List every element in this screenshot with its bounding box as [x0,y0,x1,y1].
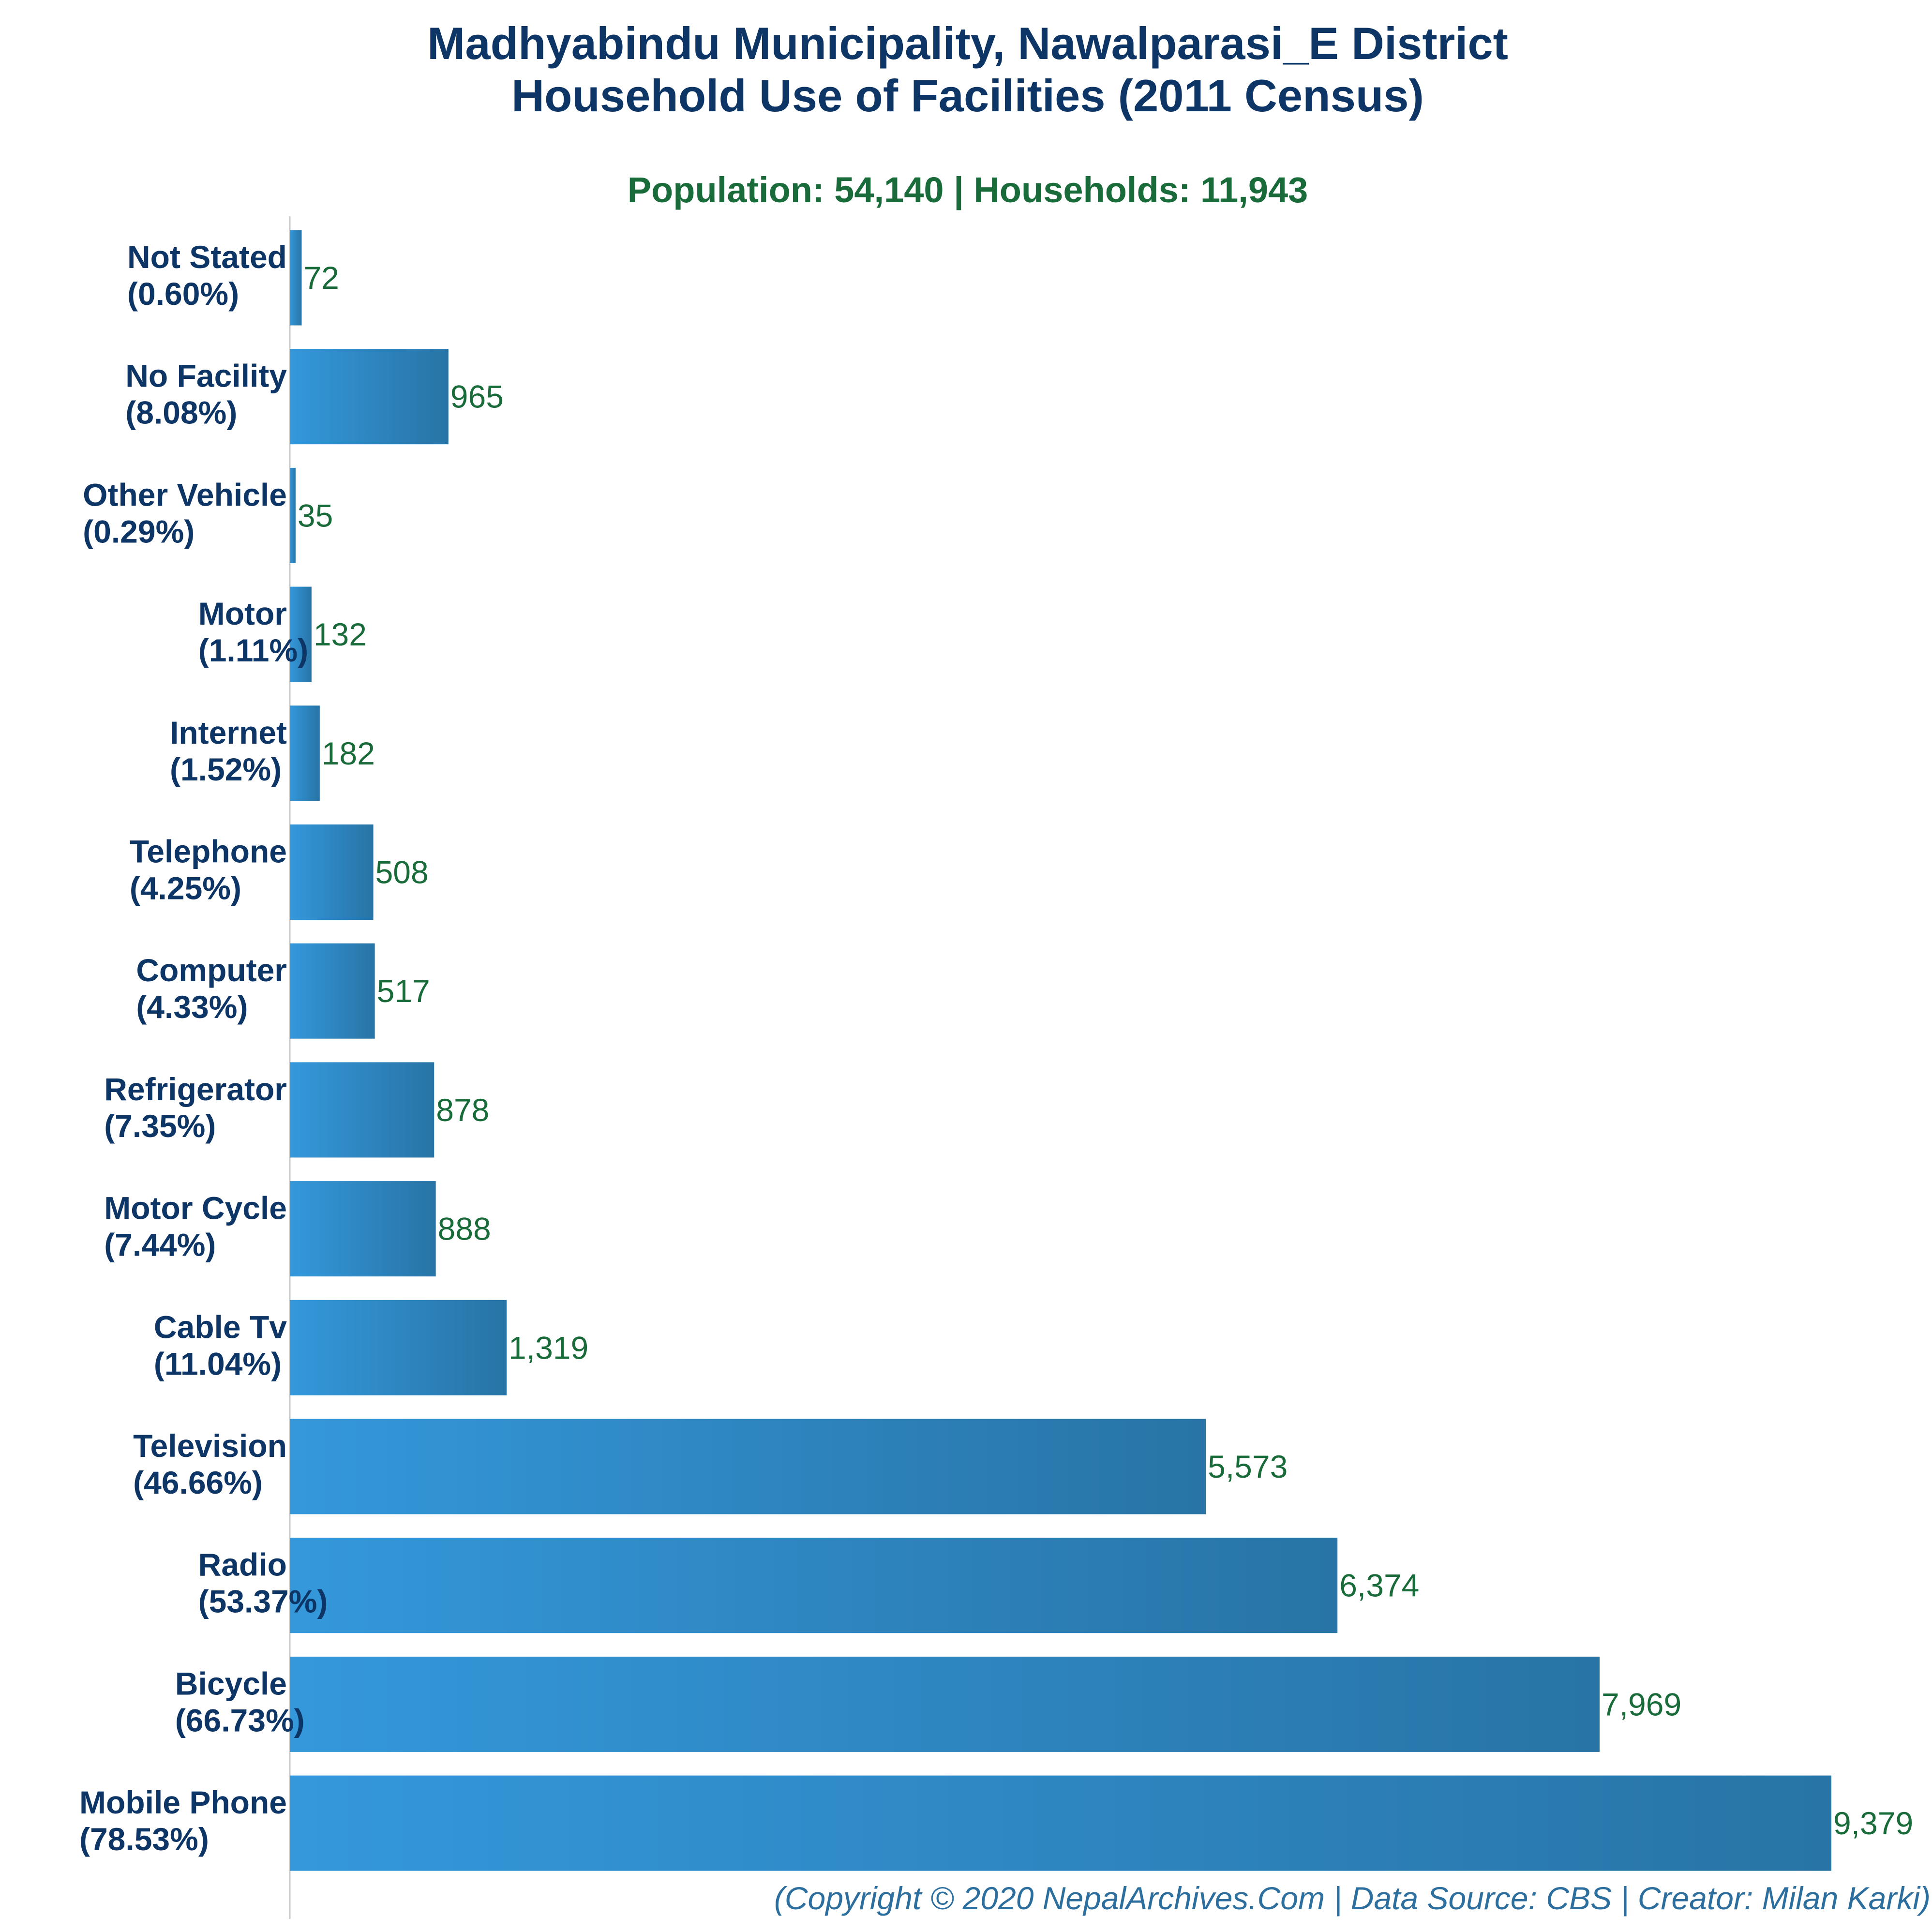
category-percent-computer: (4.33%) [136,989,248,1025]
category-percent-internet: (1.52%) [170,751,282,787]
category-label-bicycle: Bicycle [175,1665,287,1701]
category-label-motor-cycle: Motor Cycle [104,1190,287,1226]
value-label-telephone: 508 [375,854,429,890]
bars-group: 72 Not Stated(0.60%) 965 No Facility(8.08%)… [79,230,1913,1871]
category-percent-television: (46.66%) [133,1465,263,1500]
bar-no-facility [290,349,449,445]
category-percent-motor: (1.11%) [198,632,308,668]
value-label-radio: 6,374 [1339,1568,1419,1603]
category-label-no-facility: No Facility [125,358,287,394]
category-percent-no-facility: (8.08%) [125,395,237,431]
value-label-computer: 517 [377,973,430,1009]
category-label-telephone: Telephone [130,834,287,869]
category-label-cable-tv: Cable Tv [154,1309,287,1345]
bar-internet [290,705,320,801]
bar-computer [290,943,375,1039]
category-percent-other-vehicle: (0.29%) [83,513,195,549]
value-label-motor-cycle: 888 [438,1211,491,1247]
chart-subtitle: Population: 54,140 | Households: 11,943 [628,170,1308,210]
category-percent-bicycle: (66.73%) [175,1702,305,1738]
category-label-refrigerator: Refrigerator [104,1071,287,1107]
category-percent-radio: (53.37%) [198,1584,328,1619]
chart-footer: (Copyright © 2020 NepalArchives.Com | Da… [774,1880,1931,1917]
category-label-mobile-phone: Mobile Phone [79,1784,287,1820]
bar-mobile-phone [290,1775,1831,1871]
bar-motor-cycle [290,1181,436,1277]
category-label-motor: Motor [198,596,287,631]
category-label-radio: Radio [198,1547,287,1583]
value-label-internet: 182 [322,735,375,771]
category-label-computer: Computer [136,952,287,988]
value-label-refrigerator: 878 [436,1092,489,1128]
category-percent-motor-cycle: (7.44%) [104,1227,216,1263]
value-label-no-facility: 965 [450,379,504,415]
category-percent-refrigerator: (7.35%) [104,1108,216,1144]
value-label-mobile-phone: 9,379 [1833,1805,1913,1841]
chart-title-line1: Madhyabindu Municipality, Nawalparasi_E … [427,18,1508,69]
bar-telephone [290,824,374,920]
category-percent-telephone: (4.25%) [130,870,241,906]
value-label-motor: 132 [314,616,367,652]
value-label-cable-tv: 1,319 [509,1330,588,1365]
value-label-not-stated: 72 [303,260,339,296]
value-label-bicycle: 7,969 [1602,1686,1681,1722]
category-label-television: Television [133,1428,287,1464]
bar-cable-tv [290,1300,507,1395]
bar-bicycle [290,1656,1600,1752]
category-label-not-stated: Not Stated [127,239,287,275]
category-percent-cable-tv: (11.04%) [154,1346,282,1381]
bar-radio [290,1538,1338,1633]
bar-motor [290,586,312,682]
bar-refrigerator [290,1062,434,1158]
value-label-television: 5,573 [1208,1449,1288,1484]
bar-not-stated [290,230,302,326]
bar-television [290,1419,1206,1514]
category-percent-not-stated: (0.60%) [127,276,239,312]
bar-other-vehicle [290,467,296,563]
category-percent-mobile-phone: (78.53%) [79,1821,209,1857]
value-label-other-vehicle: 35 [298,497,333,533]
chart-title-line2: Household Use of Facilities (2011 Census… [511,70,1424,121]
category-label-internet: Internet [170,715,287,750]
category-label-other-vehicle: Other Vehicle [83,477,287,512]
